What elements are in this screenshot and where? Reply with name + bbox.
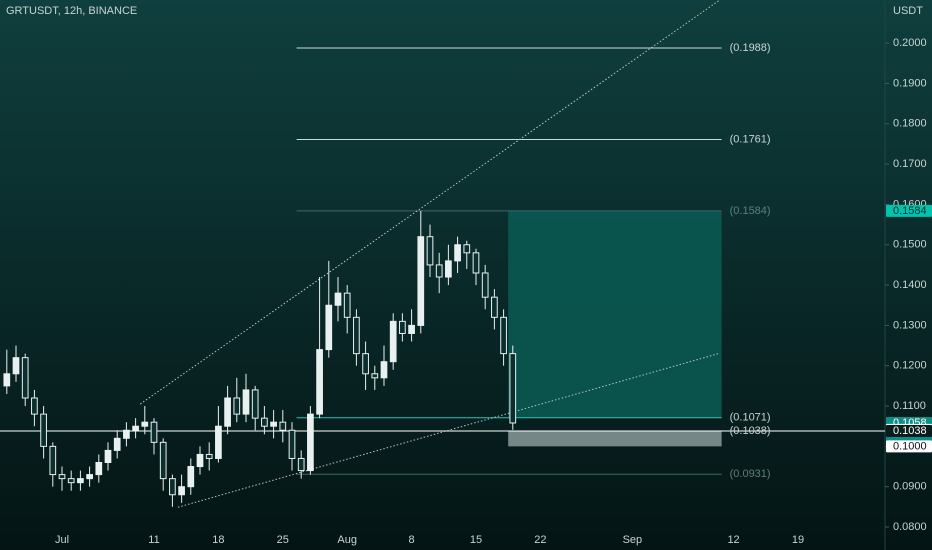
level-label: (0.1038): [730, 425, 771, 437]
candle-body: [325, 304, 333, 351]
candle-body: [49, 445, 57, 476]
candle-body: [288, 429, 296, 459]
x-tick-label: 12: [727, 534, 739, 546]
candle-body: [205, 453, 213, 459]
level-label: (0.0931): [730, 468, 771, 480]
y-tick-label: 0.1900: [893, 77, 927, 89]
x-tick-label: 19: [792, 534, 804, 546]
candle-body: [399, 320, 406, 334]
y-tick-label: 0.1100: [893, 400, 926, 412]
candle-body: [472, 252, 480, 274]
trendline: [177, 352, 720, 508]
y-tick-label: 0.1500: [893, 239, 927, 251]
candle-body: [3, 373, 11, 387]
x-tick-label: 18: [212, 534, 224, 546]
level-label: (0.1988): [730, 42, 771, 54]
candle-body: [509, 353, 517, 424]
candle-body: [270, 421, 277, 427]
candle-body: [297, 457, 305, 472]
candle-body: [463, 244, 471, 254]
candle-body: [31, 397, 38, 415]
level-label: (0.1071): [730, 412, 771, 424]
candle-body: [224, 397, 231, 427]
candle-body: [353, 316, 360, 355]
candle-body: [343, 292, 351, 318]
candle-body: [380, 361, 388, 379]
candle-body: [86, 474, 93, 480]
candle-body: [95, 462, 103, 476]
chart-title: GRTUSDT, 12h, BINANCE: [6, 5, 137, 17]
x-tick-label: 15: [470, 534, 482, 546]
candle-body: [481, 272, 489, 298]
x-tick-label: 25: [277, 534, 289, 546]
price-label-box: [886, 425, 932, 438]
candle-body: [316, 349, 323, 415]
y-tick-label: 0.1700: [893, 158, 927, 170]
candle-body: [454, 244, 461, 262]
target-zone: [508, 210, 722, 418]
candle-body: [371, 373, 379, 379]
x-tick-label: Jul: [55, 534, 69, 546]
candle-body: [233, 397, 241, 415]
candle-body: [389, 320, 397, 363]
candle-body: [123, 429, 130, 439]
price-label: 0.1000: [893, 440, 927, 452]
candle-body: [67, 478, 75, 484]
candle-body: [500, 316, 507, 355]
candle-body: [334, 292, 342, 306]
candle-body: [40, 413, 47, 447]
level-label: (0.1584): [730, 205, 771, 217]
y-tick-label: 0.0900: [893, 481, 927, 493]
candle-body: [12, 357, 20, 375]
candle-body: [251, 389, 259, 419]
price-label-box: [886, 440, 932, 453]
candle-body: [178, 486, 185, 496]
candle-body: [21, 357, 29, 399]
x-tick-label: Sep: [623, 534, 643, 546]
axis-unit: USDT: [893, 5, 923, 17]
candle-body: [242, 389, 250, 415]
candle-body: [435, 264, 443, 278]
price-label: 0.1038: [893, 425, 927, 437]
y-tick-label: 0.1200: [893, 360, 927, 372]
candle-body: [362, 353, 369, 375]
x-tick-label: 8: [409, 534, 415, 546]
candle-body: [159, 441, 167, 480]
candle-body: [104, 449, 112, 464]
candle-body: [150, 421, 158, 443]
level-label: (0.1761): [730, 133, 771, 145]
candle-body: [77, 478, 84, 484]
x-tick-label: 22: [534, 534, 546, 546]
y-tick-label: 0.1400: [893, 279, 927, 291]
candle-body: [187, 466, 195, 488]
trendline: [139, 0, 721, 405]
candle-body: [113, 437, 121, 451]
x-tick-label: 11: [148, 534, 159, 546]
candle-body: [196, 453, 204, 468]
candle-body: [132, 425, 139, 431]
price-label: 0.1584: [893, 205, 927, 217]
candle-body: [491, 296, 498, 318]
candle-body: [417, 236, 425, 326]
candle-body: [215, 425, 222, 459]
candle-body: [279, 421, 287, 431]
candle-body: [445, 260, 452, 278]
price-label-box: [886, 204, 932, 217]
candle-body: [408, 324, 415, 334]
stop-zone: [508, 431, 722, 447]
y-tick-label: 0.0800: [893, 521, 927, 533]
x-tick-label: Aug: [337, 534, 357, 546]
candle-body: [426, 236, 434, 266]
candle-body: [58, 474, 66, 480]
candle-body: [261, 417, 268, 427]
y-tick-label: 0.1800: [893, 118, 927, 130]
candle-body: [141, 421, 149, 427]
candle-body: [169, 478, 176, 496]
y-tick-label: 0.2000: [893, 37, 927, 49]
candle-body: [307, 413, 314, 472]
y-tick-label: 0.1300: [893, 319, 927, 331]
